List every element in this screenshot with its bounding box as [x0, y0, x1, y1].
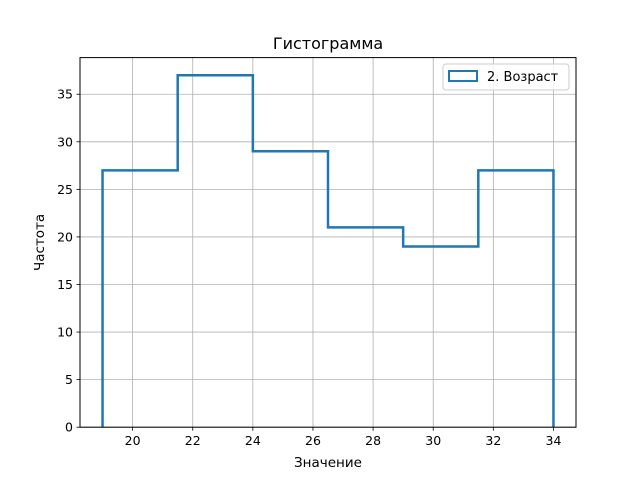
legend-swatch: [448, 70, 478, 82]
y-axis: 0 5 10 15 20 25 30 35: [57, 87, 80, 435]
plot-frame: [79, 57, 577, 428]
histogram-step-line: [101, 73, 555, 428]
x-tick-label: 22: [185, 433, 201, 448]
legend: 2. Возраст: [442, 63, 570, 91]
x-axis-label: Значение: [294, 455, 362, 471]
y-tick-label: 25: [57, 182, 73, 197]
x-tick-label: 20: [125, 433, 141, 448]
y-tick-label: 0: [65, 420, 73, 435]
histogram-bin: [478, 170, 553, 427]
y-axis-label: Частота: [32, 214, 48, 271]
y-tick-label: 35: [57, 87, 73, 102]
histogram-bin: [328, 227, 403, 427]
y-tick-label: 30: [57, 134, 73, 149]
y-tick-label: 20: [57, 229, 73, 244]
histogram-bin: [253, 151, 328, 427]
x-axis: 20 22 24 26 28 30 32 34: [125, 427, 562, 448]
x-tick-label: 34: [546, 433, 562, 448]
histogram-series: [101, 73, 555, 428]
x-tick-label: 30: [425, 433, 441, 448]
y-tick-label: 10: [57, 325, 73, 340]
x-tick-label: 32: [485, 433, 501, 448]
y-tick-label: 5: [65, 372, 73, 387]
x-tick-label: 28: [365, 433, 381, 448]
legend-label: 2. Возраст: [487, 70, 559, 85]
histogram-bin: [403, 246, 478, 427]
chart-title: Гистограмма: [273, 34, 383, 53]
x-tick-label: 24: [245, 433, 261, 448]
histogram-bin: [178, 75, 253, 427]
histogram-bin: [103, 170, 178, 427]
x-tick-label: 26: [305, 433, 321, 448]
y-tick-label: 15: [57, 277, 73, 292]
